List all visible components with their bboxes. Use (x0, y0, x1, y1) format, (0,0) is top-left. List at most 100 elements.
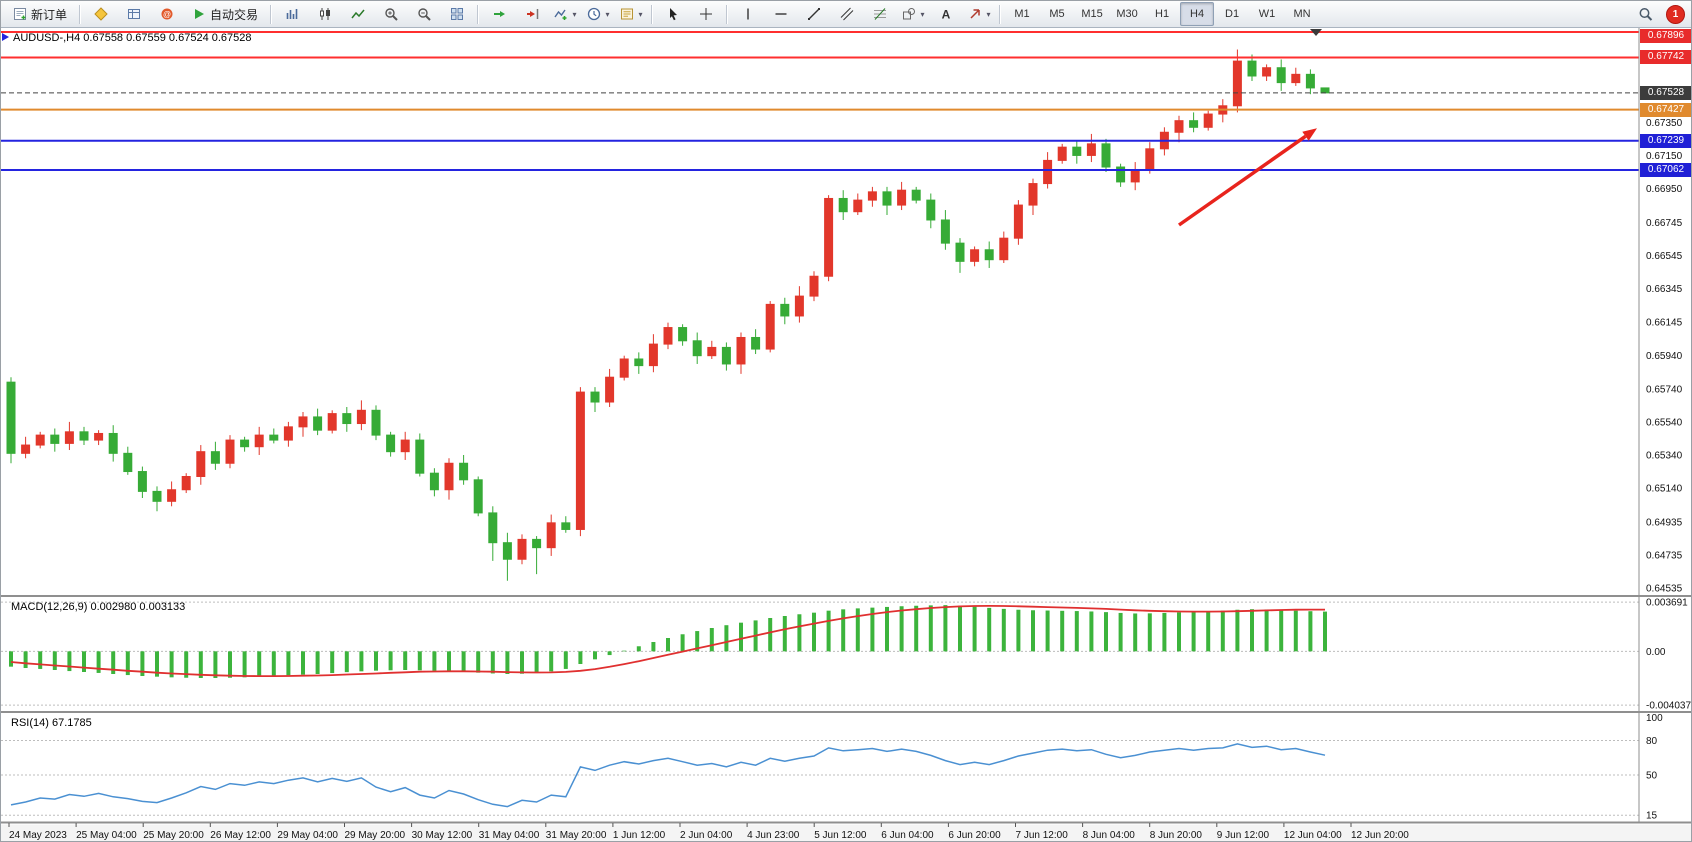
metaeditor-button[interactable] (85, 2, 117, 26)
chart-canvas[interactable]: 0.67350 0.67150 0.66950 0.66745 0.66545 0.663… (1, 28, 1692, 842)
timeframe-button-m1[interactable]: M1 (1014, 8, 1030, 20)
timeframe-button-h4[interactable]: H4 (1180, 2, 1215, 26)
svg-text:0.003691: 0.003691 (1646, 598, 1688, 609)
arrows-tool-button[interactable]: ▾ (963, 2, 995, 26)
price-axis[interactable] (1640, 28, 1692, 823)
chart-area[interactable]: 0.67350 0.67150 0.66950 0.66745 0.66545 0.663… (1, 28, 1692, 842)
indicators-button[interactable]: ▾ (549, 2, 581, 26)
timeframe-button-h1[interactable]: H1 (1155, 8, 1170, 20)
tile-windows-button[interactable] (441, 2, 473, 26)
toolbar-separator (79, 4, 82, 24)
timeframe-button-w1[interactable]: W1 (1258, 8, 1276, 20)
line-anchor-marker (2, 33, 9, 41)
svg-text:15: 15 (1646, 811, 1658, 822)
time-label: 25 May 04:00 (76, 830, 137, 841)
timeframe-group: M1 M5 M15 M30 H1 H4 D1 W1 MN (1005, 2, 1319, 26)
bar-chart-button[interactable] (276, 2, 308, 26)
zoom-in-icon (385, 8, 398, 21)
trendline-button[interactable] (798, 2, 830, 26)
chart-shift-marker[interactable] (1310, 29, 1322, 36)
svg-text:0.65340: 0.65340 (1646, 450, 1683, 461)
toolbar-right-group: 1 (1629, 2, 1687, 26)
macd-signal-line (10, 605, 1325, 677)
svg-text:0.64935: 0.64935 (1646, 518, 1683, 529)
svg-text:0.66345: 0.66345 (1646, 284, 1683, 295)
svg-text:0.66145: 0.66145 (1646, 317, 1683, 328)
fibonacci-icon (874, 8, 887, 20)
toolbar-separator (726, 4, 729, 24)
svg-text:0.66545: 0.66545 (1646, 251, 1683, 262)
vertical-line-button[interactable] (732, 2, 764, 26)
timeframe-button-m15[interactable]: M15 (1081, 8, 1103, 20)
chart-shift-button[interactable] (516, 2, 548, 26)
vertical-line-icon (747, 8, 749, 20)
timeframe-button-mn[interactable]: MN (1293, 8, 1311, 20)
zoom-out-button[interactable] (408, 2, 440, 26)
svg-text:0.64535: 0.64535 (1646, 584, 1683, 595)
line-chart-button[interactable] (342, 2, 374, 26)
time-label: 8 Jun 04:00 (1083, 830, 1136, 841)
community-button[interactable]: @ (151, 2, 183, 26)
dropdown-arrow-icon: ▾ (605, 9, 610, 19)
zoom-in-button[interactable] (375, 2, 407, 26)
new-order-label: 新订单 (31, 7, 68, 22)
bar-chart-icon (286, 9, 298, 19)
svg-text:0.65540: 0.65540 (1646, 417, 1683, 428)
autotrading-play-icon (195, 9, 205, 19)
toolbar-separator (651, 4, 654, 24)
auto-scroll-icon (494, 11, 506, 17)
trend-arrow[interactable] (1177, 128, 1317, 227)
trendline-icon (808, 8, 821, 20)
text-icon: A (942, 8, 951, 22)
autotrading-button[interactable]: 自动交易 (184, 2, 266, 26)
svg-text:0.67150: 0.67150 (1646, 151, 1683, 162)
timeframe-button-m5[interactable]: M5 (1049, 8, 1065, 20)
cursor-button[interactable] (657, 2, 689, 26)
timeframe-button-m30[interactable]: M30 (1116, 8, 1138, 20)
text-button[interactable]: A (930, 2, 962, 26)
channel-button[interactable] (831, 2, 863, 26)
data-window-button[interactable] (118, 2, 150, 26)
time-label: 29 May 20:00 (345, 830, 406, 841)
channel-icon (840, 7, 854, 21)
new-order-icon (14, 8, 26, 20)
time-label: 8 Jun 20:00 (1150, 830, 1203, 841)
candles-layer (6, 49, 1330, 581)
horizontal-line-icon (775, 13, 787, 15)
shapes-button[interactable]: ▾ (897, 2, 929, 26)
line-chart-icon (351, 9, 365, 19)
periods-button[interactable]: ▾ (582, 2, 614, 26)
svg-text:80: 80 (1646, 736, 1658, 747)
time-axis-strip[interactable] (1, 823, 1692, 842)
svg-text:0.65740: 0.65740 (1646, 384, 1683, 395)
candlestick-chart-button[interactable] (309, 2, 341, 26)
time-label: 31 May 20:00 (546, 830, 607, 841)
auto-scroll-button[interactable] (483, 2, 515, 26)
time-label: 7 Jun 12:00 (1016, 830, 1069, 841)
svg-text:0.67350: 0.67350 (1646, 118, 1683, 129)
time-axis-labels: 24 May 2023 25 May 04:00 25 May 20:00 26 Ma… (8, 823, 1409, 841)
autotrading-label: 自动交易 (210, 7, 259, 22)
svg-text:0.65940: 0.65940 (1646, 351, 1683, 362)
horizontal-line-button[interactable] (765, 2, 797, 26)
time-label: 9 Jun 12:00 (1217, 830, 1270, 841)
crosshair-icon (700, 8, 713, 20)
search-button[interactable] (1629, 2, 1661, 26)
fibonacci-button[interactable] (864, 2, 896, 26)
templates-button[interactable]: ▾ (615, 2, 647, 26)
data-window-icon (128, 9, 141, 19)
time-label: 4 Jun 23:00 (747, 830, 800, 841)
time-label: 25 May 20:00 (143, 830, 204, 841)
time-label: 12 Jun 04:00 (1284, 830, 1342, 841)
svg-text:100: 100 (1646, 713, 1663, 724)
crosshair-button[interactable] (690, 2, 722, 26)
dropdown-arrow-icon: ▾ (920, 9, 925, 19)
new-order-button[interactable]: 新订单 (5, 2, 75, 26)
time-label: 6 Jun 20:00 (948, 830, 1001, 841)
horizontal-lines-layer[interactable] (1, 30, 1639, 171)
timeframe-button-d1[interactable]: D1 (1225, 8, 1240, 20)
svg-text:@: @ (163, 10, 171, 19)
notification-badge[interactable]: 1 (1666, 4, 1685, 24)
toolbar-separator (270, 4, 273, 24)
svg-text:0.00: 0.00 (1646, 647, 1666, 658)
